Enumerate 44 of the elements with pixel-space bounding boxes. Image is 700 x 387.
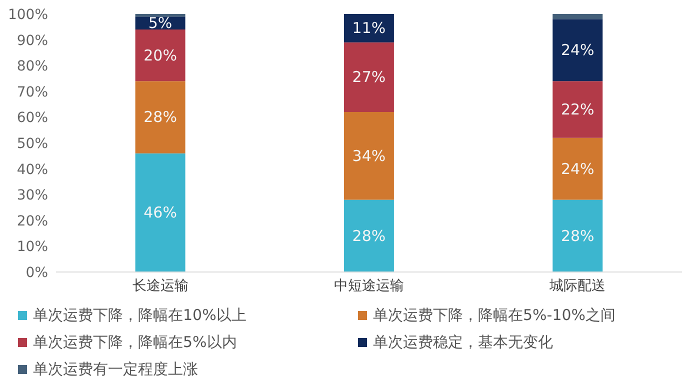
data-label: 28% (144, 108, 177, 126)
data-label: 28% (560, 226, 594, 245)
bar (135, 153, 186, 272)
legend-label: 单次运费稳定，基本无变化 (373, 333, 553, 352)
y-tick-label: 70% (16, 84, 48, 100)
data-label: 46% (144, 204, 177, 222)
y-tick-label: 30% (16, 188, 48, 204)
y-tick-label: 50% (16, 136, 48, 152)
bar (344, 112, 394, 200)
data-label: 34% (352, 146, 386, 165)
bar (344, 200, 394, 272)
bar (344, 42, 394, 112)
bar (552, 14, 603, 20)
bar (552, 200, 603, 272)
data-label: 11% (352, 19, 386, 38)
y-tick-label: 100% (8, 6, 48, 23)
legend-label: 单次运费下降，降幅在10%以上 (33, 306, 246, 325)
y-tick-label: 10% (16, 239, 48, 256)
y-tick-label: 80% (16, 58, 48, 75)
data-label: 24% (560, 160, 594, 178)
data-label: 27% (352, 68, 386, 86)
legend-label: 单次运费下降，降幅在5%-10%之间 (373, 306, 616, 325)
data-label: 24% (560, 41, 594, 60)
data-label: 22% (560, 100, 594, 118)
x-tick-label: 长途运输 (132, 278, 188, 294)
y-tick-label: 60% (16, 110, 48, 126)
bar (552, 138, 603, 200)
y-tick-label: 90% (16, 32, 48, 49)
bar (135, 29, 186, 82)
bar (135, 81, 186, 154)
y-tick-label: 0% (26, 264, 48, 281)
data-label: 20% (144, 46, 177, 64)
data-label: 5% (148, 14, 172, 32)
bar (344, 14, 394, 42)
y-tick-label: 20% (16, 213, 48, 230)
x-tick-label: 城际配送 (548, 278, 606, 294)
bar (135, 14, 186, 17)
x-tick-label: 中短途运输 (334, 278, 404, 294)
legend-label: 单次运费有一定程度上涨 (33, 360, 198, 379)
data-label: 28% (352, 226, 386, 245)
bar (552, 19, 603, 82)
bar (552, 81, 603, 138)
legend-label: 单次运费下降，降幅在5%以内 (33, 333, 237, 352)
y-tick-label: 40% (16, 162, 48, 178)
